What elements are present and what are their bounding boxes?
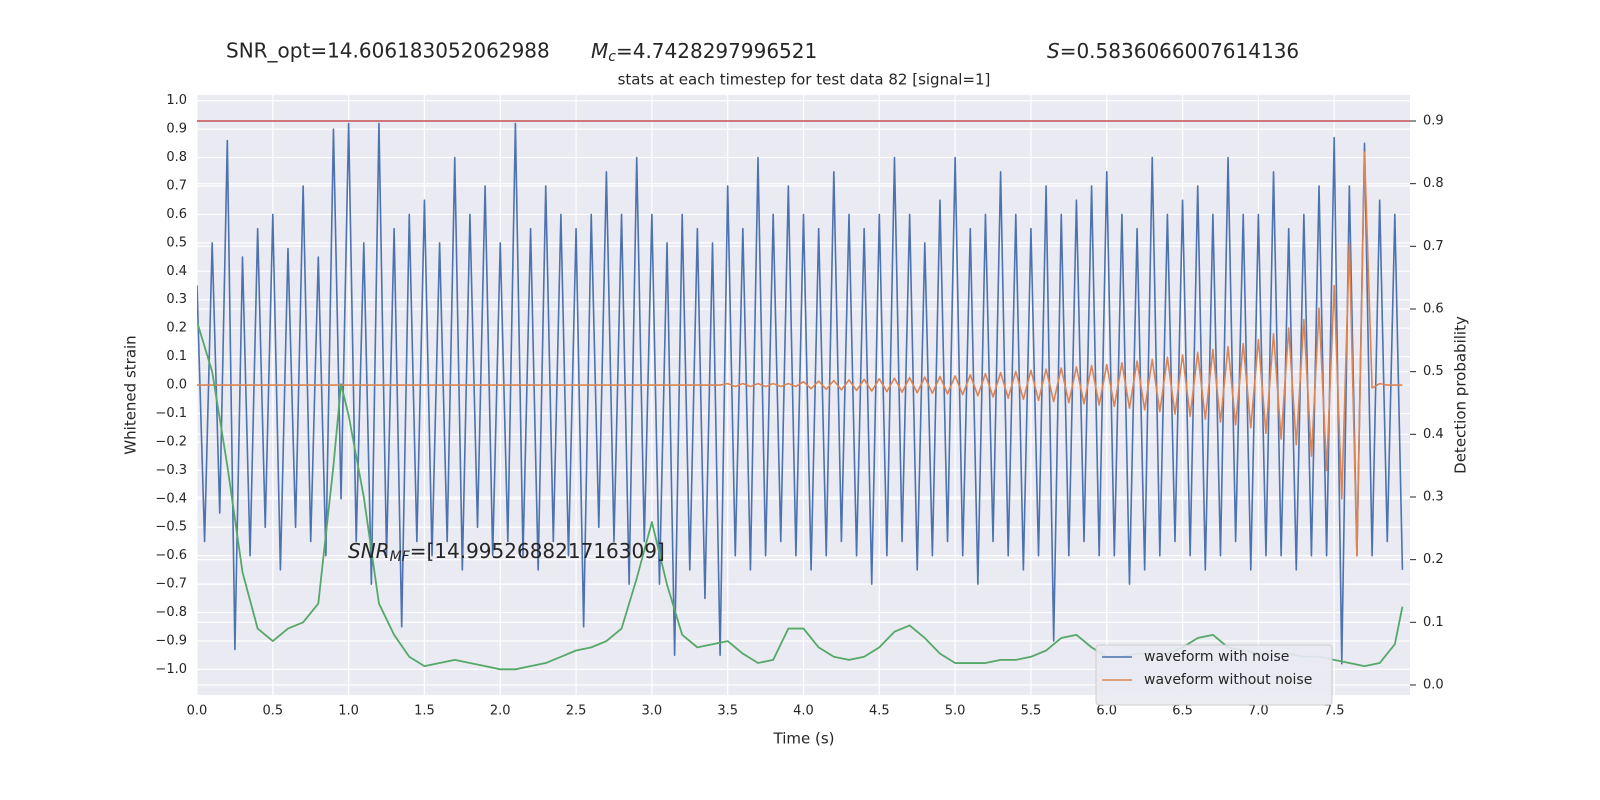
legend-box <box>1095 644 1333 706</box>
symbol: S <box>1047 39 1060 63</box>
y-tick-label: −0.1 <box>155 406 187 421</box>
symbol: SNR <box>348 539 390 563</box>
y2-tick-label: 0.5 <box>1423 364 1444 379</box>
y-tick-label: 0.2 <box>166 321 187 336</box>
x-tick-label: 2.5 <box>566 704 587 719</box>
y2-tick-label: 0.6 <box>1423 301 1444 316</box>
text: =4.7428297996521 <box>616 39 817 63</box>
y-tick-label: −0.3 <box>155 463 187 478</box>
annotation: S=0.5836066007614136 <box>1047 39 1299 63</box>
y-tick-label: 0.3 <box>166 292 187 307</box>
y2-tick-label: 0.7 <box>1423 239 1444 254</box>
y2-tick-label: 0.2 <box>1423 552 1444 567</box>
annotation: Mc=4.7428297996521 <box>591 39 817 66</box>
x-tick-label: 3.5 <box>717 704 738 719</box>
y-tick-label: 0.1 <box>166 349 187 364</box>
text: =0.5836066007614136 <box>1060 39 1299 63</box>
y2-tick-label: 0.9 <box>1423 114 1444 129</box>
x-tick-label: 7.5 <box>1324 704 1345 719</box>
x-axis-label: Time (s) <box>773 730 835 748</box>
y-tick-label: −1.0 <box>155 662 187 677</box>
subscript: MF <box>390 549 411 565</box>
y-tick-label: 0.5 <box>166 235 187 250</box>
y2-tick-label: 0.8 <box>1423 176 1444 191</box>
y-tick-label: −0.7 <box>155 577 187 592</box>
y2-axis-label: Detection probability <box>1452 316 1470 474</box>
x-tick-label: 4.5 <box>869 704 890 719</box>
y-tick-label: −0.2 <box>155 434 187 449</box>
series-line <box>197 122 1404 665</box>
annotation: SNRMF=[14.995268821716309] <box>348 539 665 566</box>
x-tick-label: 0.0 <box>187 704 208 719</box>
x-tick-label: 1.5 <box>414 704 435 719</box>
x-tick-label: 7.0 <box>1248 704 1269 719</box>
y2-tick-label: 0.0 <box>1423 677 1444 692</box>
y-axis-label: Whitened strain <box>122 335 140 454</box>
y-tick-label: 0.7 <box>166 178 187 193</box>
symbol: M <box>591 39 608 63</box>
x-tick-label: 5.0 <box>945 704 966 719</box>
y-tick-label: 1.0 <box>166 93 187 108</box>
legend: waveform with noise waveform without nois… <box>1095 644 1333 706</box>
y-tick-label: −0.4 <box>155 491 187 506</box>
x-tick-label: 4.0 <box>793 704 814 719</box>
legend-label: waveform with noise <box>1144 649 1289 665</box>
y-tick-label: 0.0 <box>166 378 187 393</box>
y-tick-label: 0.9 <box>166 122 187 137</box>
series-line <box>197 321 1404 671</box>
y2-tick-label: 0.4 <box>1423 427 1444 442</box>
text: =[14.995268821716309] <box>410 539 665 563</box>
marks <box>197 120 1410 671</box>
y-tick-label: −0.5 <box>155 520 187 535</box>
labels: 0.0 0.5 1.0 1.5 2.0 2.5 3.0 3.5 4.0 4.5 5.0 5.5 6.0 6… <box>155 93 1443 718</box>
x-tick-label: 1.0 <box>338 704 359 719</box>
y-tick-label: 0.8 <box>166 150 187 165</box>
chart-title: stats at each timestep for test data 82 … <box>618 71 991 89</box>
y-tick-label: −0.6 <box>155 548 187 563</box>
subscript: c <box>608 49 616 65</box>
x-tick-label: 3.0 <box>642 704 663 719</box>
y-tick-label: −0.9 <box>155 633 187 648</box>
y-tick-label: 0.4 <box>166 264 187 279</box>
legend-label: waveform without noise <box>1144 672 1312 688</box>
annotation: SNR_opt=14.606183052062988 <box>226 39 550 63</box>
x-tick-label: 2.0 <box>490 704 511 719</box>
series-line <box>197 151 1403 557</box>
x-tick-label: 5.5 <box>1021 704 1042 719</box>
y-tick-label: 0.6 <box>166 207 187 222</box>
y-tick-label: −0.8 <box>155 605 187 620</box>
y2-tick-label: 0.1 <box>1423 615 1444 630</box>
x-tick-label: 6.5 <box>1172 704 1193 719</box>
y2-tick-label: 0.3 <box>1423 489 1444 504</box>
x-tick-label: 0.5 <box>262 704 283 719</box>
x-tick-label: 6.0 <box>1096 704 1117 719</box>
